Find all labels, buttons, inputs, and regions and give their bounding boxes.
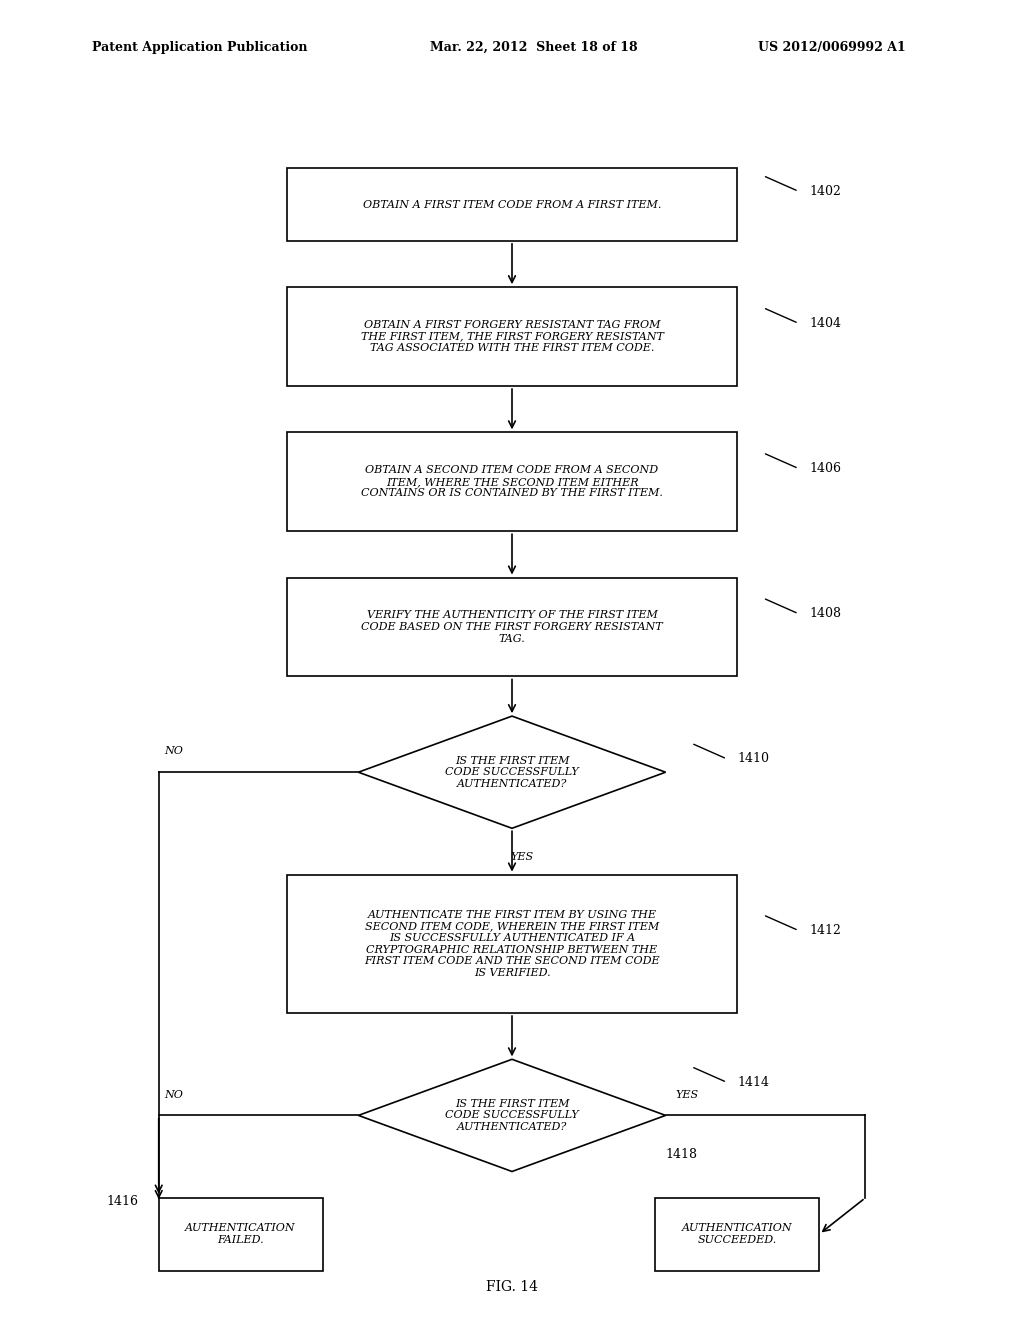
FancyBboxPatch shape (287, 875, 737, 1014)
Text: YES: YES (511, 853, 534, 862)
Text: 1412: 1412 (809, 924, 841, 937)
Text: 1416: 1416 (106, 1195, 138, 1208)
FancyBboxPatch shape (655, 1199, 819, 1270)
Polygon shape (358, 1059, 666, 1172)
Polygon shape (358, 715, 666, 829)
Text: AUTHENTICATION
FAILED.: AUTHENTICATION FAILED. (185, 1224, 296, 1245)
FancyBboxPatch shape (159, 1199, 323, 1270)
FancyBboxPatch shape (287, 288, 737, 385)
Text: AUTHENTICATION
SUCCEEDED.: AUTHENTICATION SUCCEEDED. (682, 1224, 793, 1245)
Text: 1418: 1418 (666, 1148, 697, 1162)
Text: 1406: 1406 (809, 462, 841, 475)
Text: VERIFY THE AUTHENTICITY OF THE FIRST ITEM
CODE BASED ON THE FIRST FORGERY RESIST: VERIFY THE AUTHENTICITY OF THE FIRST ITE… (361, 610, 663, 644)
Text: OBTAIN A FIRST ITEM CODE FROM A FIRST ITEM.: OBTAIN A FIRST ITEM CODE FROM A FIRST IT… (362, 199, 662, 210)
Text: AUTHENTICATE THE FIRST ITEM BY USING THE
SECOND ITEM CODE, WHEREIN THE FIRST ITE: AUTHENTICATE THE FIRST ITEM BY USING THE… (365, 909, 659, 978)
Text: Patent Application Publication: Patent Application Publication (92, 41, 307, 54)
FancyBboxPatch shape (287, 433, 737, 531)
Text: 1410: 1410 (737, 752, 769, 766)
Text: FIG. 14: FIG. 14 (486, 1280, 538, 1294)
Text: 1408: 1408 (809, 607, 841, 620)
Text: US 2012/0069992 A1: US 2012/0069992 A1 (758, 41, 905, 54)
Text: OBTAIN A FIRST FORGERY RESISTANT TAG FROM
THE FIRST ITEM, THE FIRST FORGERY RESI: OBTAIN A FIRST FORGERY RESISTANT TAG FRO… (360, 319, 664, 354)
Text: YES: YES (676, 1089, 699, 1100)
Text: OBTAIN A SECOND ITEM CODE FROM A SECOND
ITEM, WHERE THE SECOND ITEM EITHER
CONTA: OBTAIN A SECOND ITEM CODE FROM A SECOND … (361, 465, 663, 499)
Text: 1414: 1414 (737, 1076, 769, 1089)
Text: 1402: 1402 (809, 185, 841, 198)
Text: IS THE FIRST ITEM
CODE SUCCESSFULLY
AUTHENTICATED?: IS THE FIRST ITEM CODE SUCCESSFULLY AUTH… (445, 1098, 579, 1133)
Text: Mar. 22, 2012  Sheet 18 of 18: Mar. 22, 2012 Sheet 18 of 18 (430, 41, 638, 54)
Text: 1404: 1404 (809, 317, 841, 330)
Text: NO: NO (164, 746, 182, 756)
FancyBboxPatch shape (287, 168, 737, 242)
FancyBboxPatch shape (287, 578, 737, 676)
Text: NO: NO (164, 1089, 182, 1100)
Text: IS THE FIRST ITEM
CODE SUCCESSFULLY
AUTHENTICATED?: IS THE FIRST ITEM CODE SUCCESSFULLY AUTH… (445, 755, 579, 789)
